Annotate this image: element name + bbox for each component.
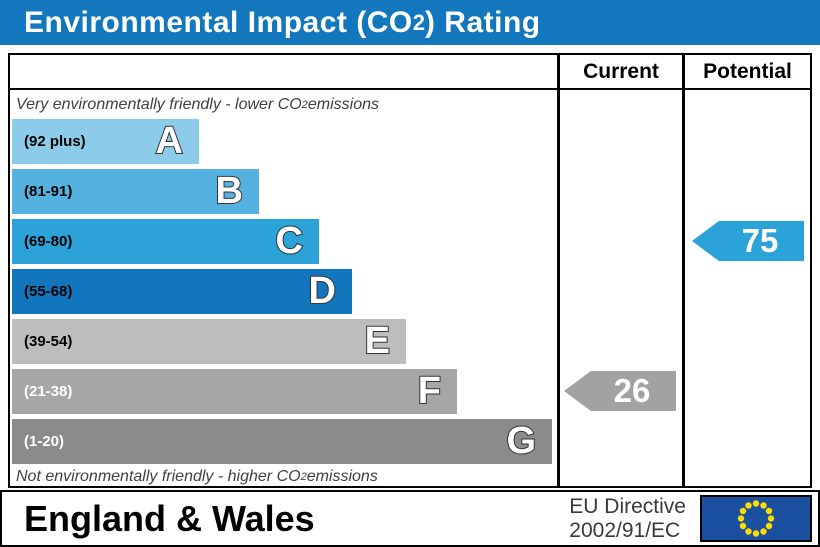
band-bar-a: (92 plus) A xyxy=(12,118,199,164)
band-range-label: (21-38) xyxy=(24,382,73,400)
band-bar-e: (39-54) E xyxy=(12,318,406,364)
rating-table: Current Potential Very environmentally f… xyxy=(8,53,812,488)
potential-column: 75 xyxy=(682,90,810,488)
current-column: 26 xyxy=(557,90,682,488)
chart-title-bar: Environmental Impact (CO 2) Rating xyxy=(0,0,820,45)
band-bar-d: (55-68) D xyxy=(12,268,352,314)
band-bar-b: (81-91) B xyxy=(12,168,259,214)
band-row-e: (39-54) E xyxy=(12,316,557,366)
header-empty-cell xyxy=(10,55,557,90)
bottom-note-suffix: emissions xyxy=(306,468,378,485)
band-row-d: (55-68) D xyxy=(12,266,557,316)
bands-column: Very environmentally friendly - lower CO… xyxy=(10,90,557,488)
band-letter: A xyxy=(155,120,184,162)
header-current: Current xyxy=(557,55,682,90)
potential-rating-value: 75 xyxy=(741,222,779,259)
band-row-g: (1-20) G xyxy=(12,416,557,466)
band-range-label: (55-68) xyxy=(24,282,73,300)
band-bar-g: (1-20) G xyxy=(12,418,552,464)
top-note: Very environmentally friendly - lower CO… xyxy=(16,96,379,113)
region-label: England & Wales xyxy=(24,497,315,539)
top-note-suffix: emissions xyxy=(307,96,379,113)
band-row-c: (69-80) C xyxy=(12,216,557,266)
band-letter: D xyxy=(308,270,337,312)
bottom-note-prefix: Not environmentally friendly - higher CO xyxy=(16,468,301,485)
eu-directive-line1: EU Directive xyxy=(569,494,686,518)
band-letter: E xyxy=(364,320,391,362)
band-bar-f: (21-38) F xyxy=(12,368,457,414)
current-rating-arrow: 26 xyxy=(564,371,676,411)
band-letter: F xyxy=(417,370,442,412)
band-bar-c: (69-80) C xyxy=(12,218,319,264)
band-range-label: (81-91) xyxy=(24,182,73,200)
band-range-label: (92 plus) xyxy=(24,132,86,150)
band-row-b: (81-91) B xyxy=(12,166,557,216)
band-range-label: (39-54) xyxy=(24,332,73,350)
eu-flag-icon xyxy=(700,495,812,542)
eu-directive-line2: 2002/91/EC xyxy=(569,518,681,542)
bands-list: (92 plus) A (81-91) B (69-80) C (55-68) D (39-54… xyxy=(12,116,557,466)
header-potential: Potential xyxy=(682,55,810,90)
band-range-label: (1-20) xyxy=(24,432,65,450)
top-note-prefix: Very environmentally friendly - lower CO xyxy=(16,96,302,113)
eu-directive-label: EU Directive 2002/91/EC xyxy=(569,495,686,543)
band-range-label: (69-80) xyxy=(24,232,73,250)
band-letter: C xyxy=(275,220,304,262)
band-row-a: (92 plus) A xyxy=(12,116,557,166)
footer-bar: England & Wales EU Directive 2002/91/EC xyxy=(0,490,820,547)
bottom-note: Not environmentally friendly - higher CO… xyxy=(16,468,378,485)
current-rating-value: 26 xyxy=(613,372,651,409)
potential-rating-arrow: 75 xyxy=(692,221,804,261)
band-row-f: (21-38) F xyxy=(12,366,557,416)
chart-title-suffix: ) Rating xyxy=(424,5,541,39)
chart-title-prefix: Environmental Impact (CO xyxy=(24,5,413,39)
band-letter: B xyxy=(215,170,244,212)
band-letter: G xyxy=(505,420,537,462)
